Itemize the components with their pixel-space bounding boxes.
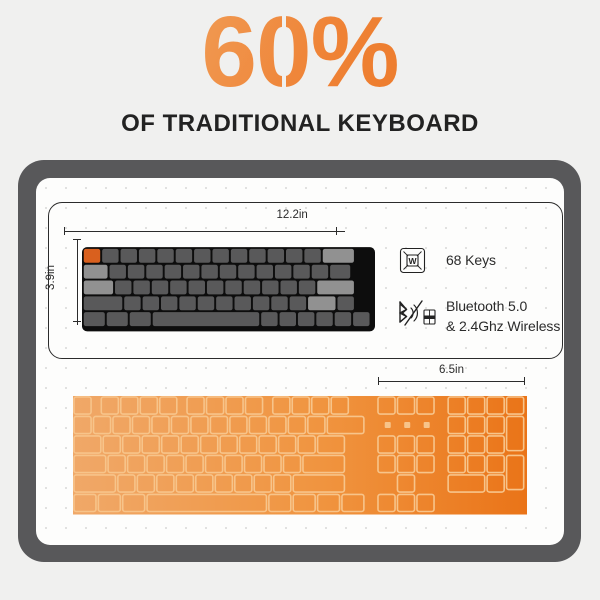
svg-text:W: W — [408, 255, 417, 265]
